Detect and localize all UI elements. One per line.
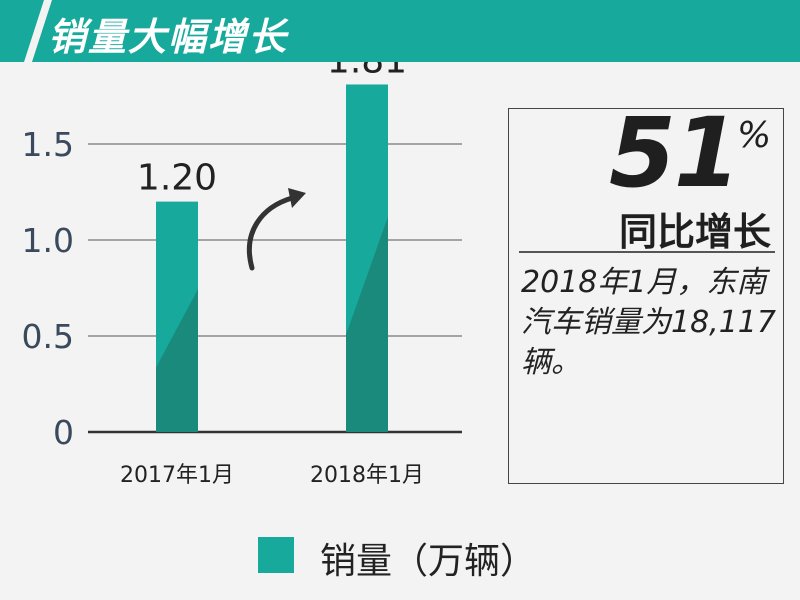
legend-swatch	[258, 537, 294, 573]
category-label: 2017年1月	[120, 463, 234, 488]
y-tick-label: 0	[53, 413, 74, 452]
growth-value: 51	[609, 97, 741, 209]
bar-shade	[156, 289, 198, 432]
banner-shape	[0, 0, 800, 62]
growth-arrow	[246, 195, 295, 271]
y-tick-label: 1.5	[22, 125, 74, 164]
divider	[519, 251, 775, 253]
growth-arrow-head	[288, 188, 306, 208]
y-tick-label: 0.5	[22, 317, 74, 356]
data-label: 1.20	[137, 158, 217, 199]
legend-label: 销量（万辆）	[320, 541, 537, 582]
bar-chart: 0 0.5 1.0 1.5 1.20 2017年1月 1.81 2018年1月	[22, 62, 462, 488]
title-banner: 销量大幅增长	[0, 0, 800, 62]
highlight-box: 51 % 同比增长 2018年1月，东南汽车销量为18,117辆。	[508, 97, 784, 484]
bar-shade	[346, 216, 388, 432]
y-tick-label: 1.0	[22, 221, 74, 260]
growth-label: 同比增长	[618, 210, 771, 254]
description-text: 2018年1月，东南汽车销量为18,117辆。	[521, 265, 776, 380]
data-label: 1.81	[327, 62, 407, 81]
category-label: 2018年1月	[310, 463, 424, 488]
banner-title: 销量大幅增长	[48, 15, 289, 59]
percent-sign: %	[737, 115, 772, 156]
